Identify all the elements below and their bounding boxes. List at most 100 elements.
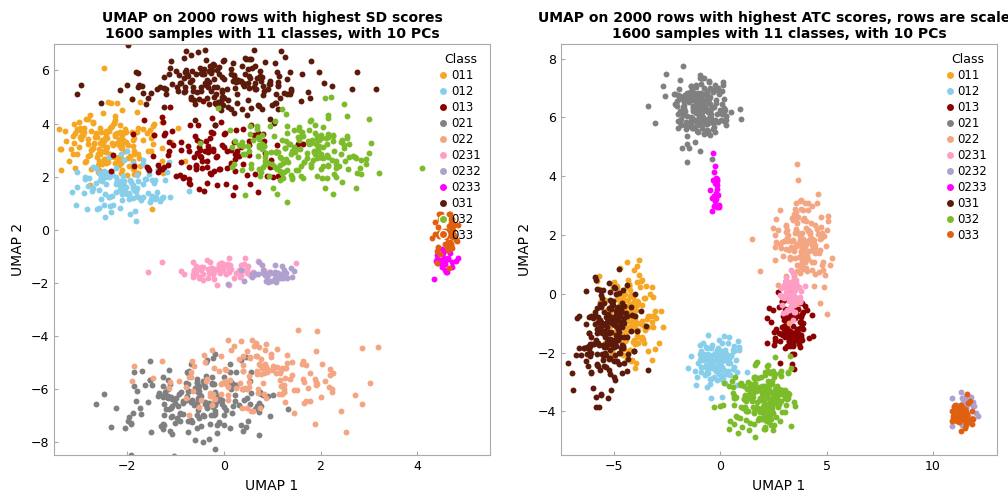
013 <box>800 335 816 343</box>
021 <box>699 89 715 97</box>
011 <box>619 355 635 363</box>
032 <box>749 358 765 366</box>
032 <box>287 148 303 156</box>
0233 <box>437 257 454 265</box>
032 <box>310 142 327 150</box>
033 <box>442 222 458 230</box>
013 <box>778 325 794 333</box>
032 <box>777 394 793 402</box>
0233 <box>704 194 720 202</box>
011 <box>120 141 136 149</box>
032 <box>312 150 329 158</box>
022 <box>205 346 221 354</box>
013 <box>783 336 799 344</box>
012 <box>698 343 714 351</box>
022 <box>245 407 261 415</box>
0231 <box>239 265 255 273</box>
032 <box>331 162 347 170</box>
033 <box>947 403 963 411</box>
032 <box>306 147 323 155</box>
021 <box>704 105 720 113</box>
012 <box>81 181 97 190</box>
013 <box>782 327 798 335</box>
021 <box>692 94 709 102</box>
011 <box>61 157 78 165</box>
013 <box>759 313 775 322</box>
0232 <box>960 400 976 408</box>
033 <box>951 404 967 412</box>
021 <box>670 124 686 133</box>
032 <box>742 382 758 390</box>
011 <box>111 137 127 145</box>
012 <box>720 368 736 376</box>
032 <box>750 416 766 424</box>
012 <box>108 163 124 171</box>
012 <box>701 356 717 364</box>
0233 <box>433 259 450 267</box>
021 <box>249 402 265 410</box>
031 <box>585 384 601 392</box>
032 <box>292 145 308 153</box>
021 <box>142 357 158 365</box>
013 <box>785 308 801 316</box>
021 <box>132 404 148 412</box>
012 <box>726 347 742 355</box>
012 <box>691 350 708 358</box>
011 <box>635 294 651 302</box>
021 <box>156 388 172 396</box>
0231 <box>778 308 794 316</box>
031 <box>302 57 319 65</box>
031 <box>606 373 622 381</box>
032 <box>224 163 240 171</box>
0233 <box>437 267 454 275</box>
0231 <box>783 290 799 298</box>
013 <box>172 138 188 146</box>
021 <box>692 103 709 111</box>
013 <box>776 331 792 339</box>
0231 <box>782 294 798 302</box>
012 <box>102 168 118 176</box>
031 <box>595 329 611 337</box>
031 <box>590 339 606 347</box>
013 <box>207 99 223 107</box>
033 <box>951 417 967 425</box>
032 <box>707 403 723 411</box>
032 <box>320 130 336 138</box>
031 <box>592 323 608 331</box>
021 <box>688 103 705 111</box>
021 <box>723 108 739 116</box>
013 <box>136 116 152 124</box>
031 <box>283 85 299 93</box>
033 <box>443 223 459 231</box>
033 <box>959 408 975 416</box>
022 <box>789 160 805 168</box>
011 <box>605 356 621 364</box>
011 <box>613 303 629 311</box>
013 <box>199 178 215 186</box>
033 <box>957 406 973 414</box>
011 <box>114 131 130 139</box>
013 <box>795 319 811 327</box>
031 <box>614 369 630 377</box>
031 <box>242 75 258 83</box>
032 <box>757 411 773 419</box>
032 <box>764 376 780 385</box>
031 <box>299 88 316 96</box>
0232 <box>276 266 292 274</box>
022 <box>765 224 781 232</box>
013 <box>780 314 796 323</box>
031 <box>595 330 611 338</box>
022 <box>213 352 229 360</box>
021 <box>715 81 731 89</box>
021 <box>702 114 718 122</box>
021 <box>223 385 239 393</box>
022 <box>772 244 788 252</box>
013 <box>141 166 157 174</box>
022 <box>794 235 810 243</box>
031 <box>272 94 288 102</box>
021 <box>224 378 240 386</box>
012 <box>109 173 125 181</box>
021 <box>187 435 204 444</box>
032 <box>291 126 307 134</box>
031 <box>559 359 576 367</box>
